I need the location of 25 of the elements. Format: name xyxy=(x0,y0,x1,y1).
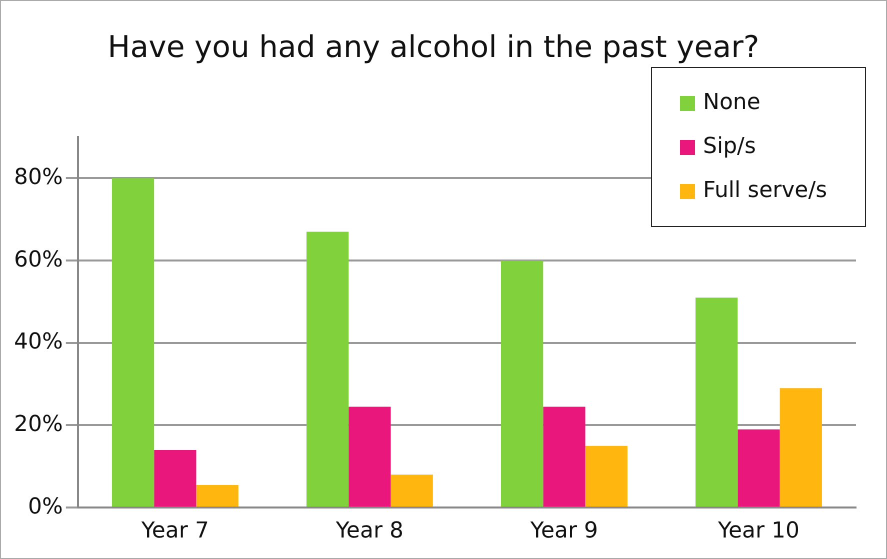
chart-title: Have you had any alcohol in the past year? xyxy=(108,30,760,65)
legend-label: Full serve/s xyxy=(703,177,828,205)
bar xyxy=(780,388,822,507)
y-tick-label: 80% xyxy=(14,164,63,190)
y-tick-label: 60% xyxy=(14,247,63,272)
bar xyxy=(543,406,586,507)
y-tick-label: 20% xyxy=(14,412,63,437)
bar xyxy=(154,450,196,507)
bar xyxy=(112,178,154,507)
legend-label: Sip/s xyxy=(703,133,756,161)
x-tick-label: Year 9 xyxy=(529,518,598,544)
legend-label: None xyxy=(703,89,760,117)
x-tick-label: Year 8 xyxy=(334,518,404,544)
bar xyxy=(196,484,238,507)
bar xyxy=(696,298,738,507)
y-tick-label: 40% xyxy=(14,330,63,355)
bar xyxy=(390,474,433,507)
x-tick-label: Year 10 xyxy=(716,518,800,544)
bar xyxy=(306,232,349,507)
bar xyxy=(585,446,628,507)
bar xyxy=(738,429,780,507)
bar xyxy=(500,260,544,507)
bar xyxy=(348,406,391,507)
x-tick-label: Year 7 xyxy=(140,518,209,544)
y-tick-label: 0% xyxy=(28,494,63,520)
